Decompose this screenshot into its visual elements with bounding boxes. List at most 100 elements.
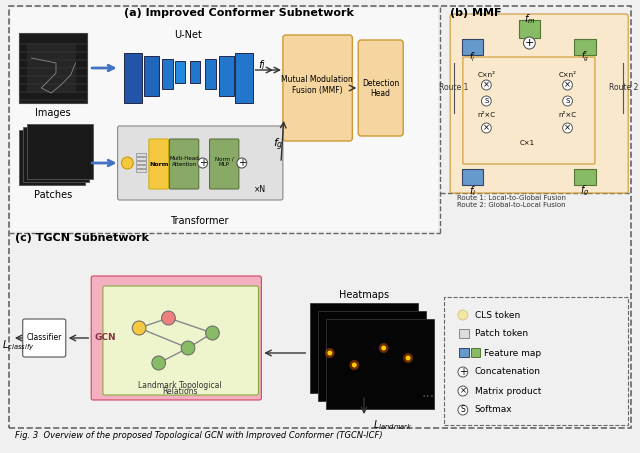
Text: C×1: C×1 bbox=[520, 140, 535, 146]
Circle shape bbox=[325, 348, 335, 358]
Text: Patch token: Patch token bbox=[475, 329, 528, 338]
Circle shape bbox=[563, 123, 572, 133]
Bar bbox=[574, 39, 596, 55]
Text: ×N: ×N bbox=[254, 185, 266, 194]
Text: +: + bbox=[238, 158, 246, 168]
Text: Feature map: Feature map bbox=[484, 348, 541, 357]
FancyBboxPatch shape bbox=[450, 14, 628, 193]
Bar bbox=[27, 43, 76, 93]
Text: (c) TGCN Subnetwork: (c) TGCN Subnetwork bbox=[15, 233, 149, 243]
FancyBboxPatch shape bbox=[170, 139, 199, 189]
Text: $f_l$: $f_l$ bbox=[469, 184, 476, 198]
Text: ×: × bbox=[483, 81, 490, 90]
Text: S: S bbox=[484, 98, 488, 104]
Text: Route 1: Local-to-Global Fusion: Route 1: Local-to-Global Fusion bbox=[457, 195, 566, 201]
Circle shape bbox=[481, 96, 492, 106]
Text: $f_g'$: $f_g'$ bbox=[581, 50, 589, 64]
Text: +: + bbox=[198, 158, 207, 168]
Circle shape bbox=[563, 96, 572, 106]
Text: Mutual Modulation: Mutual Modulation bbox=[281, 76, 353, 85]
Text: Transformer: Transformer bbox=[170, 216, 229, 226]
Text: $L_{landmark}$: $L_{landmark}$ bbox=[374, 418, 413, 432]
Circle shape bbox=[458, 386, 468, 396]
Bar bbox=[310, 303, 418, 393]
Bar bbox=[136, 156, 146, 160]
Circle shape bbox=[481, 80, 492, 90]
Bar bbox=[175, 61, 185, 83]
Bar bbox=[27, 124, 93, 179]
Text: $f_g$: $f_g$ bbox=[273, 137, 284, 153]
Circle shape bbox=[181, 341, 195, 355]
Bar bbox=[318, 311, 426, 401]
Text: Route 1: Route 1 bbox=[440, 83, 468, 92]
Circle shape bbox=[379, 343, 388, 353]
Text: Images: Images bbox=[35, 108, 71, 118]
FancyBboxPatch shape bbox=[91, 276, 261, 400]
Text: $f_l$: $f_l$ bbox=[259, 58, 266, 72]
Bar bbox=[518, 20, 540, 38]
Bar bbox=[205, 59, 216, 89]
Text: ×: × bbox=[460, 386, 467, 395]
Bar bbox=[459, 348, 468, 357]
Text: S: S bbox=[461, 405, 465, 414]
Text: Route 2: Route 2 bbox=[609, 83, 638, 92]
FancyBboxPatch shape bbox=[358, 40, 403, 136]
Circle shape bbox=[132, 321, 146, 335]
Circle shape bbox=[458, 310, 468, 320]
Bar bbox=[162, 59, 173, 89]
Text: Detection: Detection bbox=[362, 78, 399, 87]
Circle shape bbox=[563, 80, 572, 90]
Text: C×n²: C×n² bbox=[477, 72, 495, 78]
Text: Attention: Attention bbox=[172, 162, 196, 167]
Text: $f_g$: $f_g$ bbox=[580, 184, 590, 198]
Circle shape bbox=[524, 37, 535, 49]
FancyBboxPatch shape bbox=[209, 139, 239, 189]
Text: $f_l'$: $f_l'$ bbox=[469, 50, 476, 64]
Bar bbox=[144, 56, 159, 96]
Circle shape bbox=[349, 360, 359, 370]
Text: +: + bbox=[525, 38, 534, 48]
FancyBboxPatch shape bbox=[149, 139, 168, 189]
Circle shape bbox=[403, 353, 413, 363]
Bar bbox=[574, 169, 596, 185]
Circle shape bbox=[237, 158, 246, 168]
Text: Landmark Topological: Landmark Topological bbox=[138, 381, 222, 390]
Bar bbox=[470, 348, 481, 357]
Text: Matrix product: Matrix product bbox=[475, 386, 541, 395]
Text: C×n²: C×n² bbox=[559, 72, 577, 78]
Circle shape bbox=[352, 362, 356, 367]
Bar bbox=[326, 319, 433, 409]
Text: Fusion (MMF): Fusion (MMF) bbox=[292, 86, 342, 95]
Text: Patches: Patches bbox=[34, 190, 72, 200]
Text: Concatenation: Concatenation bbox=[475, 367, 541, 376]
Circle shape bbox=[162, 311, 175, 325]
Text: $f_m$: $f_m$ bbox=[524, 12, 535, 26]
Bar bbox=[124, 53, 142, 103]
Text: Softmax: Softmax bbox=[475, 405, 512, 414]
FancyBboxPatch shape bbox=[103, 286, 259, 395]
Text: ×: × bbox=[483, 124, 490, 132]
Text: U-Net: U-Net bbox=[174, 30, 202, 40]
Text: ×: × bbox=[564, 124, 571, 132]
Text: n²×C: n²×C bbox=[477, 112, 495, 118]
Bar bbox=[11, 8, 438, 231]
Circle shape bbox=[406, 356, 410, 361]
Bar bbox=[136, 164, 146, 168]
Bar bbox=[136, 169, 146, 172]
Text: CLS token: CLS token bbox=[475, 310, 520, 319]
Text: Classifier: Classifier bbox=[26, 333, 62, 342]
Text: S: S bbox=[565, 98, 570, 104]
Text: Multi-Head: Multi-Head bbox=[169, 156, 199, 162]
Circle shape bbox=[328, 351, 332, 356]
Bar bbox=[444, 297, 628, 425]
Text: Norm /: Norm / bbox=[215, 156, 234, 162]
Text: $L_{classify}$: $L_{classify}$ bbox=[3, 339, 35, 353]
Bar bbox=[462, 169, 483, 185]
Text: Heatmaps: Heatmaps bbox=[339, 290, 389, 300]
Text: +: + bbox=[459, 367, 467, 377]
Bar bbox=[136, 153, 146, 156]
Text: ...: ... bbox=[421, 386, 434, 400]
Bar bbox=[459, 329, 468, 338]
Bar bbox=[19, 33, 87, 103]
Text: n²×C: n²×C bbox=[559, 112, 577, 118]
